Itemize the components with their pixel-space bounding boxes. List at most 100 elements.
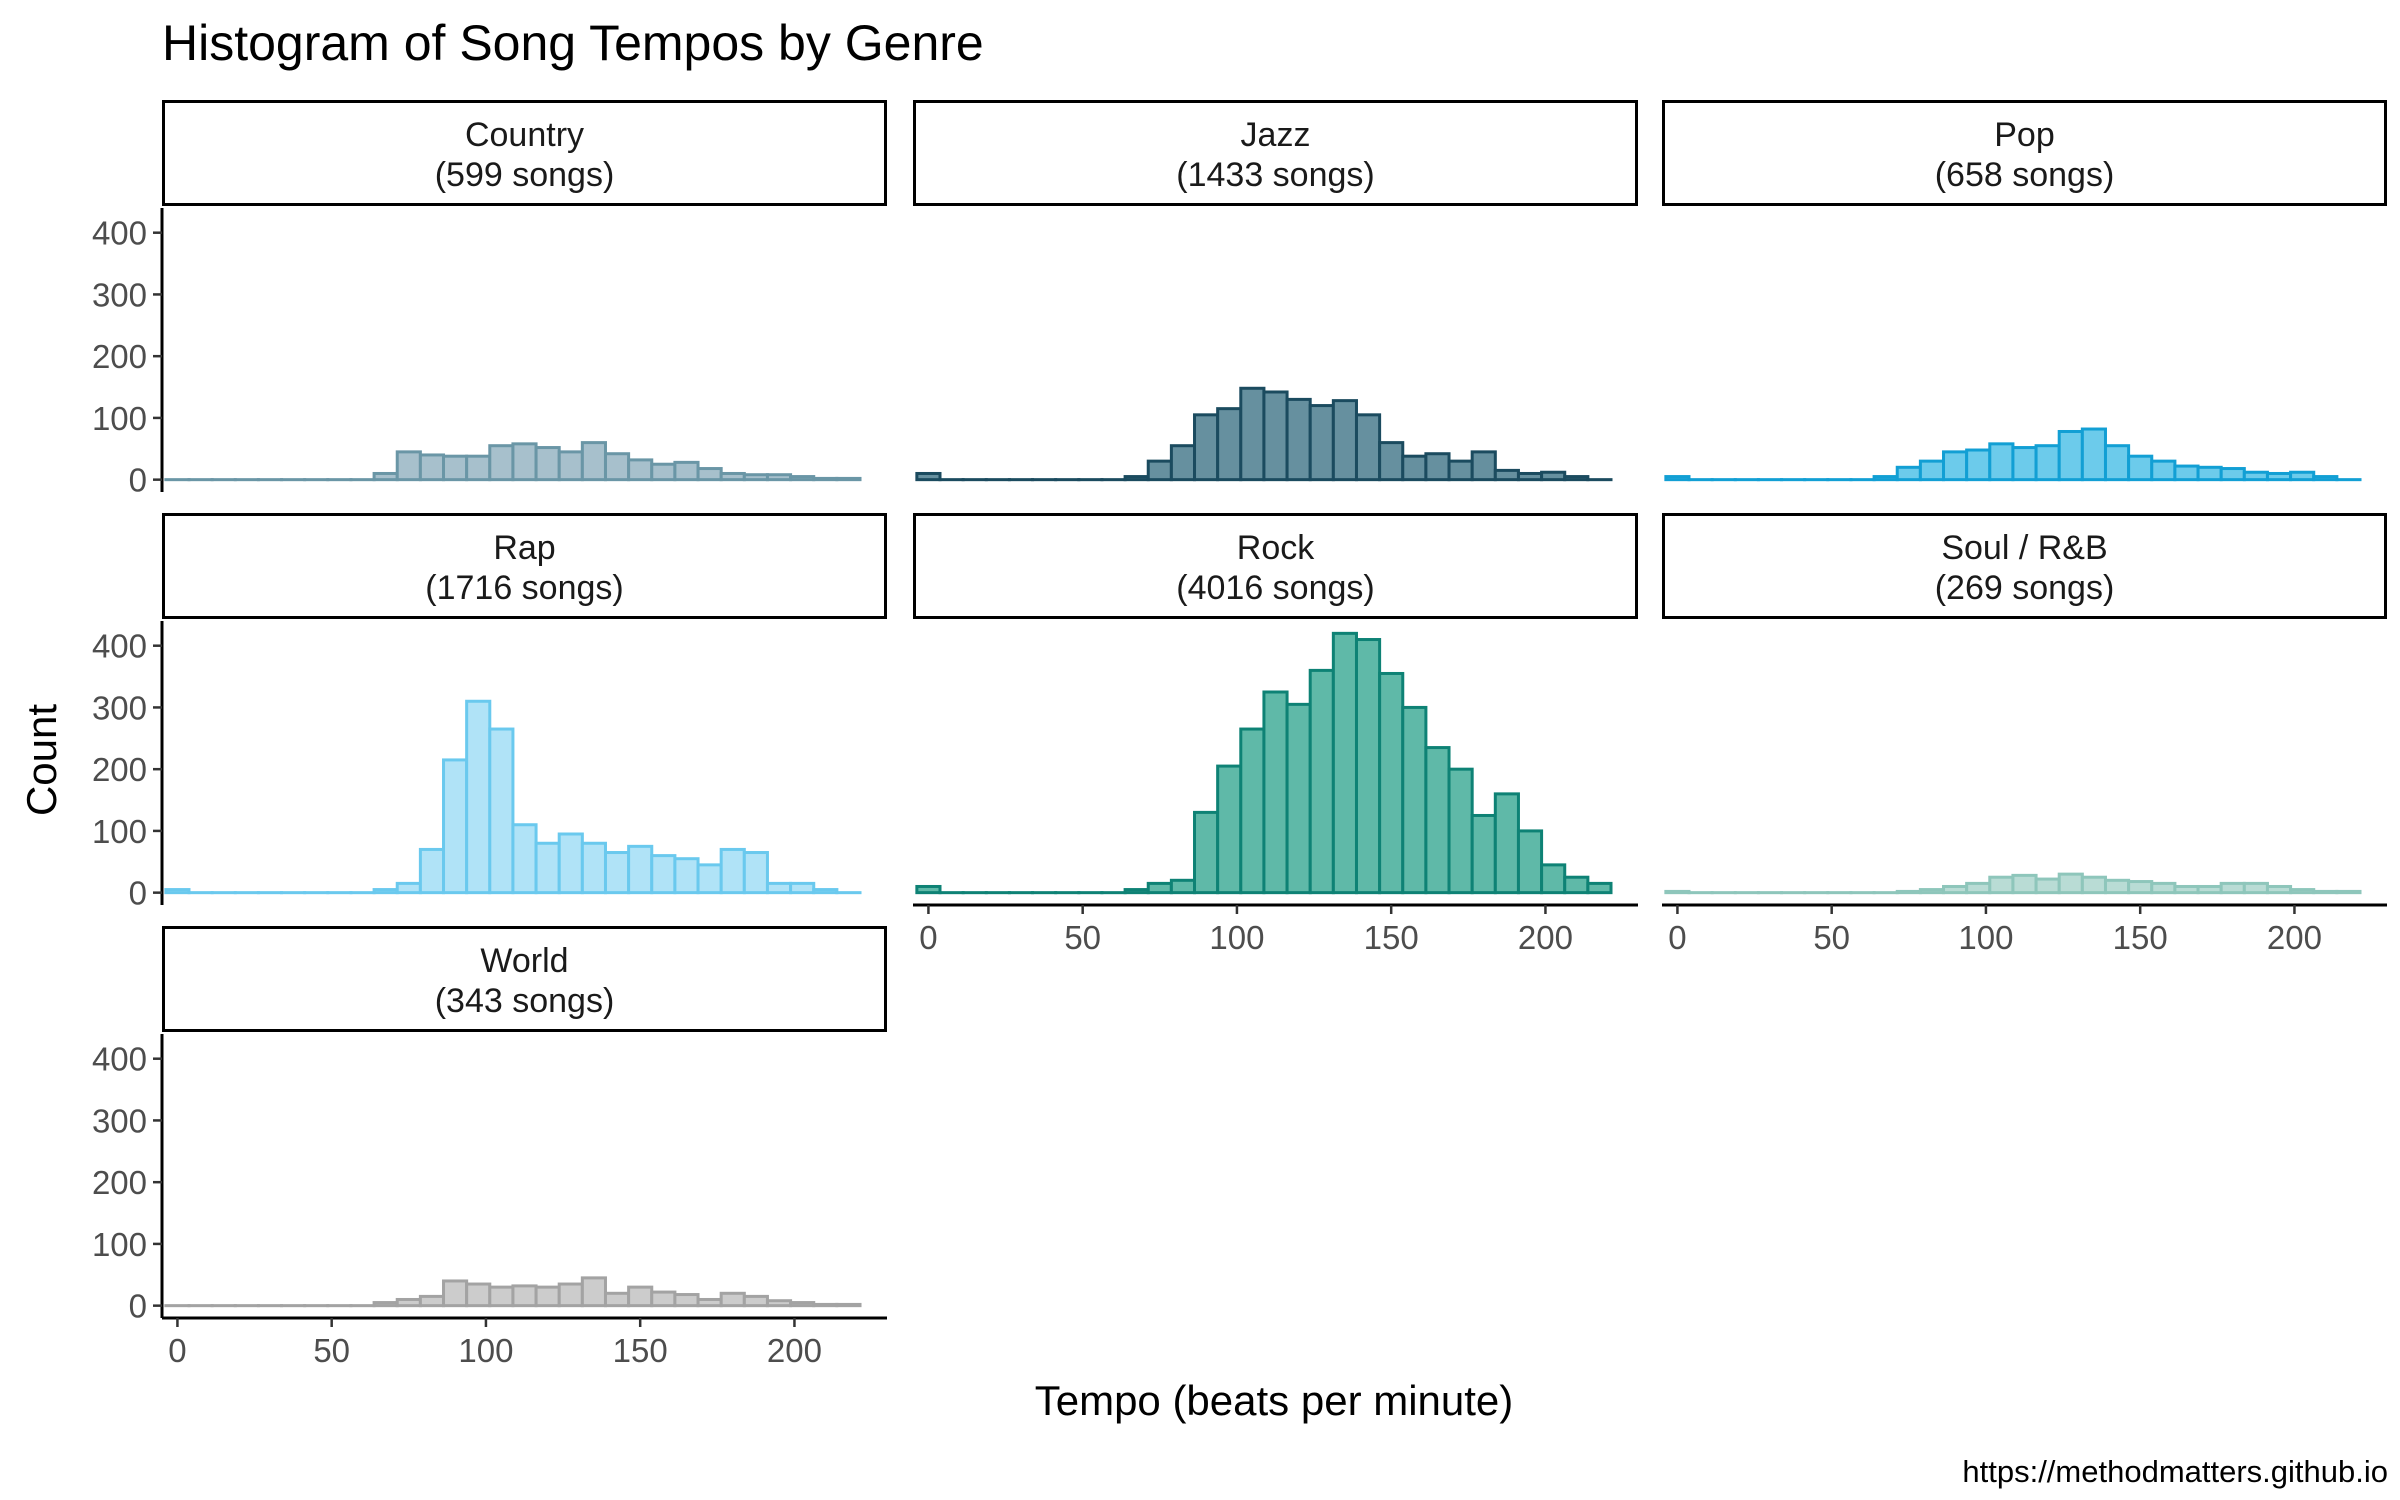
y-tick-label-country: 0	[129, 462, 147, 499]
histogram-bar-pop	[1988, 442, 2015, 482]
histogram-bar-pop	[1664, 475, 1691, 482]
facet-country: Country(599 songs) 0 100 200 300 400	[92, 100, 887, 499]
histogram-bar-pop	[2127, 454, 2154, 482]
histogram-bar-country	[372, 471, 399, 482]
facet-strip-count-rap: (1716 songs)	[425, 569, 623, 607]
y-tick-label-rap: 0	[129, 875, 147, 912]
facet-rock: Rock(4016 songs) 0 50 100 150 200	[913, 513, 1638, 956]
histogram-bar-soul-r-b	[2289, 888, 2316, 895]
histogram-bar-rap	[580, 841, 607, 895]
histogram-bar-rap	[742, 851, 769, 895]
histogram-bar-rap	[442, 758, 469, 895]
histogram-bar-rap	[465, 699, 492, 895]
histogram-bar-jazz	[1540, 470, 1567, 482]
histogram-bar-rap	[812, 888, 839, 895]
facet-strip-genre-rap: Rap	[493, 529, 555, 567]
histogram-bar-rock	[1146, 881, 1173, 895]
histogram-bar-rock	[1563, 875, 1590, 895]
y-tick-label-rap: 300	[92, 689, 147, 726]
histogram-bar-jazz	[1563, 475, 1590, 482]
histogram-bar-jazz	[1146, 459, 1173, 482]
histogram-bar-soul-r-b	[2080, 875, 2107, 895]
histogram-bar-rock	[1540, 863, 1567, 895]
facet-panels: Country(599 songs) 0 100 200 300 400 Jazz(1433…	[92, 100, 2387, 1369]
histogram-bar-rock	[1331, 631, 1358, 895]
histogram-bar-pop	[2173, 464, 2200, 482]
x-tick-label-soul-r-b: 0	[1668, 919, 1686, 956]
histogram-bar-jazz	[1193, 413, 1220, 482]
histogram-bar-pop	[2011, 446, 2038, 482]
y-tick-label-rap: 100	[92, 813, 147, 850]
histogram-bar-pop	[2196, 465, 2223, 482]
histogram-bar-country	[511, 442, 538, 482]
facet-strip-pop	[1662, 100, 2387, 206]
facet-strip-count-jazz: (1433 songs)	[1176, 156, 1374, 194]
histogram-bar-world	[418, 1294, 446, 1308]
histogram-bars-rap	[164, 699, 862, 895]
histogram-bar-soul-r-b	[2265, 884, 2293, 895]
histogram-bar-pop	[1942, 450, 1969, 482]
x-tick-label-soul-r-b: 50	[1813, 919, 1850, 956]
histogram-bar-rap	[603, 851, 631, 895]
histogram-bar-soul-r-b	[2242, 881, 2269, 895]
facet-world: World(343 songs) 0 100 200 300 400 0 50 100 150 20…	[92, 926, 887, 1369]
histogram-bar-world	[719, 1291, 746, 1308]
x-tick-label-world: 150	[613, 1332, 668, 1369]
histogram-bar-rock	[1123, 888, 1150, 895]
histogram-bars-country	[164, 441, 862, 482]
histogram-bar-soul-r-b	[1664, 889, 1691, 895]
histogram-bar-jazz	[1331, 399, 1358, 482]
x-tick-label-world: 0	[168, 1332, 186, 1369]
y-tick-label-world: 300	[92, 1102, 147, 1139]
histogram-bar-rock	[1169, 878, 1197, 895]
histogram-bar-pop	[2057, 429, 2084, 482]
histogram-bar-pop	[2219, 467, 2246, 482]
histogram-bar-rock	[1470, 813, 1497, 895]
histogram-bar-pop	[1965, 448, 1992, 482]
histogram-bar-soul-r-b	[1965, 881, 1992, 895]
facet-strip-soul-r-b	[1662, 513, 2387, 619]
histogram-bar-world	[835, 1302, 862, 1308]
y-tick-label-rap: 200	[92, 751, 147, 788]
histogram-bar-pop	[2034, 444, 2061, 482]
histogram-bar-world	[603, 1291, 631, 1308]
histogram-bar-world	[742, 1294, 769, 1308]
histogram-bar-jazz	[1378, 441, 1405, 482]
histogram-bar-world	[557, 1282, 584, 1308]
histogram-bar-jazz	[1262, 390, 1289, 482]
facet-strip-count-soul-r-b: (269 songs)	[1935, 569, 2115, 607]
histogram-bar-jazz	[1216, 407, 1243, 482]
histogram-bar-country	[418, 453, 446, 482]
histogram-bar-country	[557, 450, 584, 482]
histogram-bar-rock	[1378, 671, 1405, 895]
histogram-bar-rap	[557, 832, 584, 895]
histogram-bar-soul-r-b	[2150, 881, 2177, 895]
histogram-bar-soul-r-b	[2103, 878, 2131, 895]
histogram-bar-world	[696, 1297, 723, 1308]
histogram-bar-rap	[164, 888, 191, 895]
histogram-bar-world	[465, 1282, 492, 1308]
histogram-bar-rock	[1586, 881, 1613, 895]
histogram-bar-world	[534, 1285, 561, 1308]
histogram-bar-soul-r-b	[2127, 880, 2154, 895]
histogram-bar-world	[372, 1301, 399, 1308]
histogram-bar-soul-r-b	[2057, 872, 2084, 895]
histogram-bar-soul-r-b	[2034, 877, 2061, 895]
facet-strip-count-rock: (4016 songs)	[1176, 569, 1374, 607]
histogram-bar-pop	[2242, 470, 2269, 482]
facet-rap: Rap(1716 songs) 0 100 200 300 400	[92, 513, 887, 912]
histogram-bar-rap	[789, 881, 816, 895]
histogram-bar-soul-r-b	[2335, 889, 2362, 895]
histogram-bars-rock	[915, 631, 1613, 895]
x-tick-label-rock: 200	[1518, 919, 1573, 956]
facet-strip-count-country: (599 songs)	[435, 156, 615, 194]
histogram-bar-world	[395, 1297, 422, 1308]
histogram-bar-pop	[2103, 444, 2131, 482]
histogram-bar-jazz	[1354, 413, 1382, 482]
histogram-bar-pop	[2265, 471, 2293, 482]
chart-title: Histogram of Song Tempos by Genre	[162, 15, 984, 71]
histogram-bar-soul-r-b	[2196, 884, 2223, 895]
histogram-bar-rap	[673, 857, 700, 895]
histogram-bar-rap	[534, 841, 561, 895]
histogram-bar-world	[442, 1279, 469, 1308]
